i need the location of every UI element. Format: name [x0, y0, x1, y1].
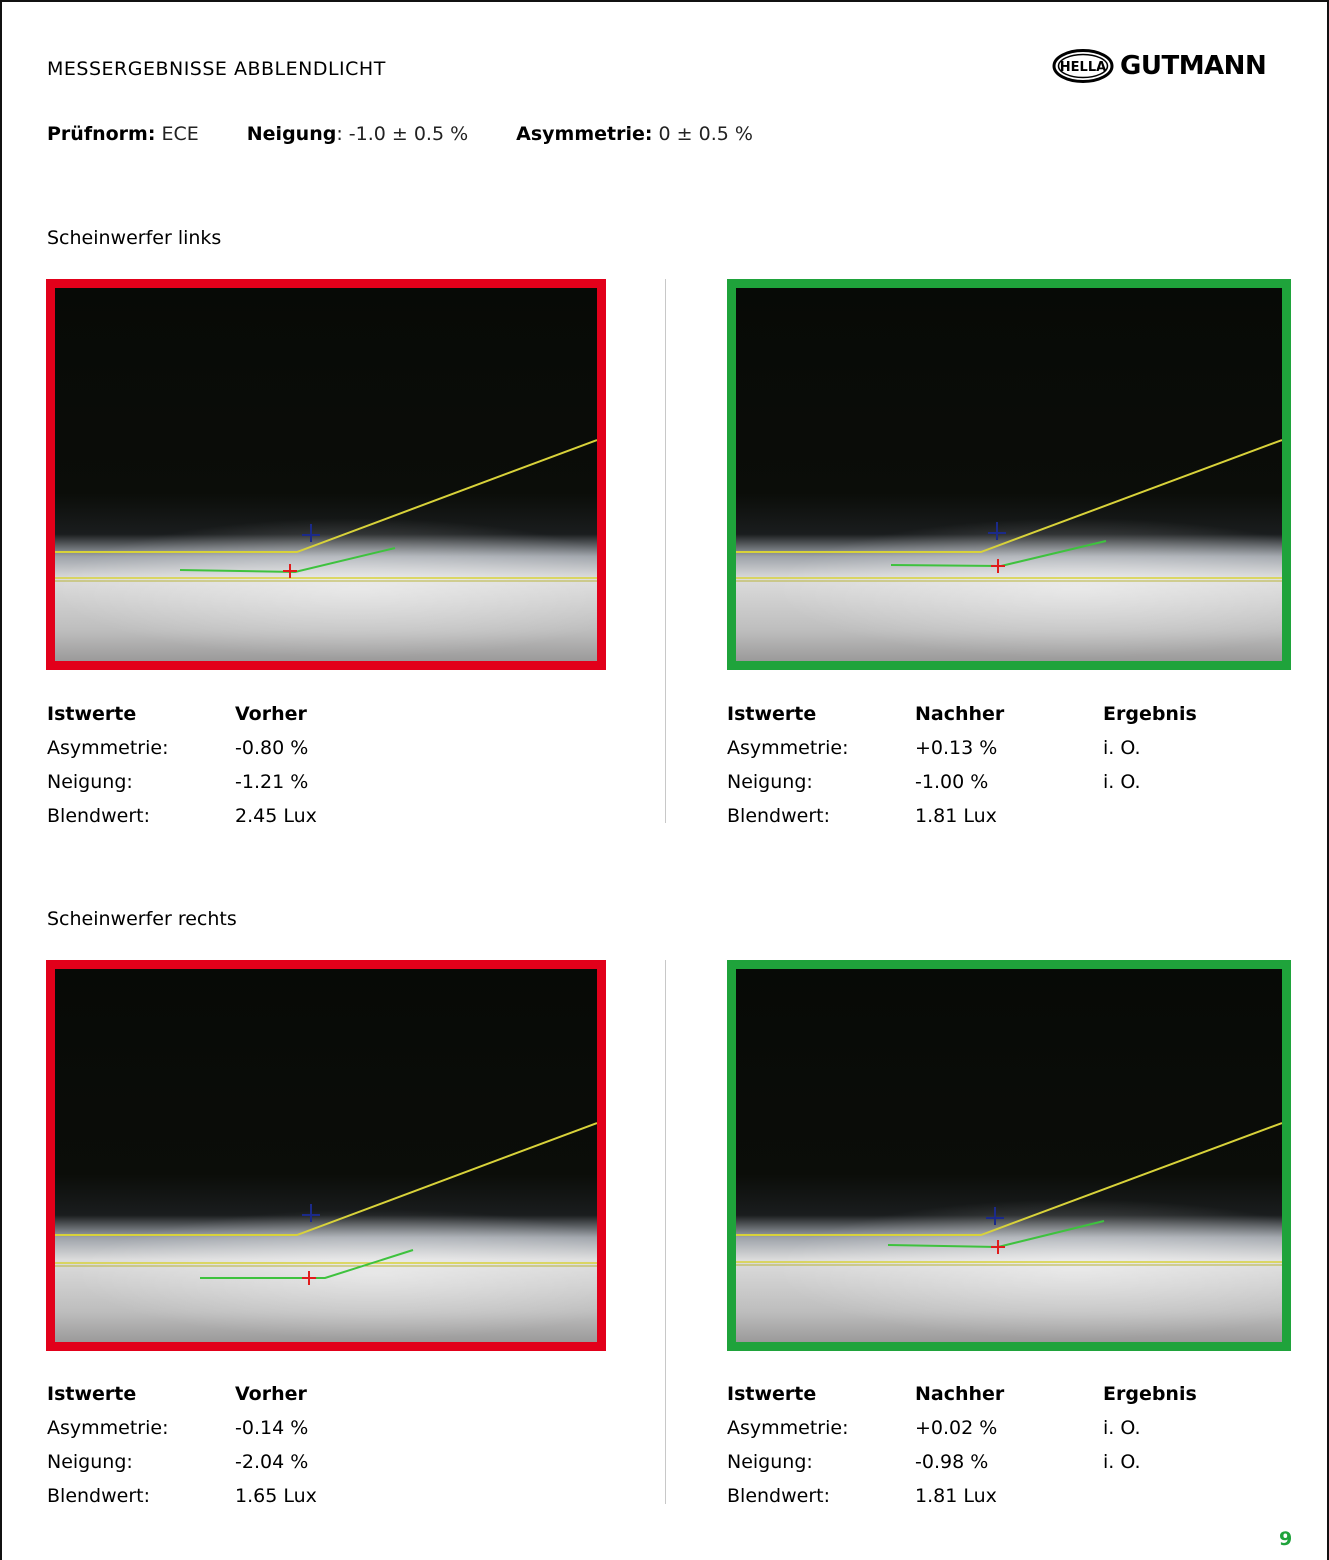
page-title: MESSERGEBNISSE ABBLENDLICHT — [47, 58, 386, 80]
asymmetrie-norm: Asymmetrie: 0 ± 0.5 % — [516, 123, 753, 145]
beam-pattern-image — [55, 969, 597, 1342]
column-divider — [665, 279, 666, 823]
table-row: Blendwert: 1.81 Lux — [727, 799, 1253, 833]
beam-pattern-image — [55, 288, 597, 661]
header-cell: Istwerte — [47, 1383, 137, 1405]
row-value: 1.65 Lux — [235, 1485, 317, 1507]
row-label: Asymmetrie: — [727, 737, 849, 759]
asymmetrie-value: 0 ± 0.5 % — [652, 123, 753, 145]
beam-image-right-after — [727, 960, 1291, 1351]
row-label: Asymmetrie: — [47, 737, 169, 759]
row-value: -0.80 % — [235, 737, 309, 759]
beam-image-right-before — [46, 960, 606, 1351]
row-result — [1103, 799, 1253, 833]
header-cell: Ergebnis — [1103, 1383, 1197, 1405]
asymmetrie-label: Asymmetrie: — [516, 123, 653, 145]
row-label: Blendwert: — [47, 805, 150, 827]
table-header: Istwerte Vorher — [47, 697, 423, 731]
neigung-norm: Neigung: -1.0 ± 0.5 % — [247, 123, 468, 145]
hella-logo-icon: HELLA — [1052, 49, 1114, 83]
measurement-table-right-before: Istwerte Vorher Asymmetrie: -0.14 % Neig… — [47, 1377, 423, 1513]
beam-pattern-image — [736, 288, 1282, 661]
row-label: Neigung: — [727, 771, 813, 793]
table-row: Blendwert: 2.45 Lux — [47, 799, 423, 833]
row-label: Blendwert: — [727, 1485, 830, 1507]
pruefnorm-value: ECE — [155, 123, 199, 145]
header-cell: Vorher — [235, 703, 307, 725]
pruefnorm: Prüfnorm: ECE — [47, 123, 199, 145]
neigung-label: Neigung — [246, 123, 337, 145]
row-label: Neigung: — [727, 1451, 813, 1473]
beam-image-left-after — [727, 279, 1291, 670]
page-number: 9 — [1279, 1528, 1293, 1550]
row-value: 2.45 Lux — [235, 805, 317, 827]
row-value: +0.13 % — [915, 737, 998, 759]
row-label: Neigung: — [47, 771, 133, 793]
hella-gutmann-logo: HELLA GUTMANN — [1052, 48, 1267, 84]
svg-text:HELLA: HELLA — [1060, 60, 1106, 75]
header-cell: Ergebnis — [1103, 703, 1197, 725]
measurement-table-left-after: Istwerte Nachher Ergebnis Asymmetrie: +0… — [727, 697, 1253, 833]
neigung-value: : -1.0 ± 0.5 % — [336, 123, 469, 145]
table-row: Neigung: -1.21 % — [47, 765, 423, 799]
test-norm-row: Prüfnorm: ECE Neigung: -1.0 ± 0.5 % Asym… — [47, 123, 801, 145]
header-cell: Istwerte — [727, 703, 817, 725]
measurement-table-right-after: Istwerte Nachher Ergebnis Asymmetrie: +0… — [727, 1377, 1253, 1513]
table-header: Istwerte Vorher — [47, 1377, 423, 1411]
table-row: Neigung: -1.00 % i. O. — [727, 765, 1253, 799]
table-row: Asymmetrie: -0.80 % — [47, 731, 423, 765]
table-header: Istwerte Nachher Ergebnis — [727, 697, 1253, 731]
row-label: Blendwert: — [47, 1485, 150, 1507]
table-row: Blendwert: 1.65 Lux — [47, 1479, 423, 1513]
beam-image-left-before — [46, 279, 606, 670]
row-result: i. O. — [1103, 1417, 1141, 1439]
row-label: Asymmetrie: — [727, 1417, 849, 1439]
row-label: Blendwert: — [727, 805, 830, 827]
measurement-table-left-before: Istwerte Vorher Asymmetrie: -0.80 % Neig… — [47, 697, 423, 833]
section-title-left-headlight: Scheinwerfer links — [47, 227, 222, 249]
section-title-right-headlight: Scheinwerfer rechts — [47, 908, 237, 930]
header-cell: Nachher — [915, 1383, 1005, 1405]
table-row: Asymmetrie: +0.13 % i. O. — [727, 731, 1253, 765]
header-cell: Istwerte — [47, 703, 137, 725]
row-value: 1.81 Lux — [915, 1485, 997, 1507]
table-row: Neigung: -2.04 % — [47, 1445, 423, 1479]
table-row: Asymmetrie: +0.02 % i. O. — [727, 1411, 1253, 1445]
row-result — [1103, 1479, 1253, 1513]
row-result: i. O. — [1103, 737, 1141, 759]
row-label: Neigung: — [47, 1451, 133, 1473]
row-value: -1.21 % — [235, 771, 309, 793]
row-value: 1.81 Lux — [915, 805, 997, 827]
table-header: Istwerte Nachher Ergebnis — [727, 1377, 1253, 1411]
row-value: -2.04 % — [235, 1451, 309, 1473]
header-cell: Nachher — [915, 703, 1005, 725]
column-divider — [665, 960, 666, 1504]
header-cell: Istwerte — [727, 1383, 817, 1405]
row-result: i. O. — [1103, 1451, 1141, 1473]
row-value: +0.02 % — [915, 1417, 998, 1439]
beam-pattern-image — [736, 969, 1282, 1342]
logo-wordmark: GUTMANN — [1120, 51, 1267, 81]
row-value: -1.00 % — [915, 771, 989, 793]
row-result: i. O. — [1103, 771, 1141, 793]
row-value: -0.98 % — [915, 1451, 989, 1473]
row-label: Asymmetrie: — [47, 1417, 169, 1439]
row-value: -0.14 % — [235, 1417, 309, 1439]
table-row: Asymmetrie: -0.14 % — [47, 1411, 423, 1445]
table-row: Blendwert: 1.81 Lux — [727, 1479, 1253, 1513]
pruefnorm-label: Prüfnorm: — [47, 123, 156, 145]
table-row: Neigung: -0.98 % i. O. — [727, 1445, 1253, 1479]
header-cell: Vorher — [235, 1383, 307, 1405]
